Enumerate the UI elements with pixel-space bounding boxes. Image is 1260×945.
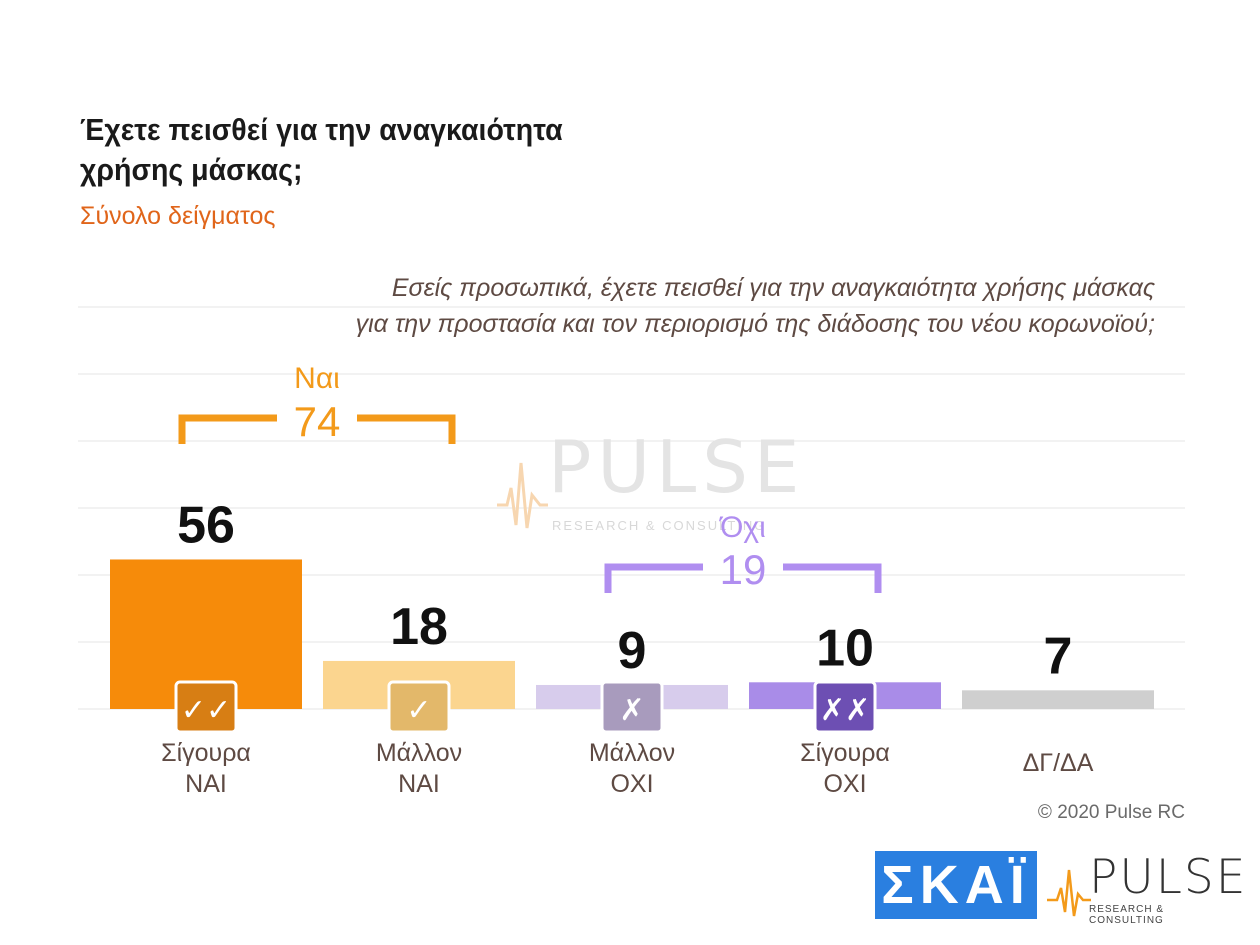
- group-bracket-1: [178, 414, 456, 444]
- skai-logo: ΣΚΑΪ: [875, 851, 1037, 919]
- double-cross-icon-glyph: ✗✗: [820, 693, 870, 728]
- double-check-icon: [174, 680, 238, 734]
- data-label: 56: [177, 496, 235, 554]
- copyright-text: © 2020 Pulse RC: [1037, 802, 1185, 823]
- pulse-logo: PULSE RESEARCH & CONSULTING: [1047, 850, 1245, 926]
- pulse-logo-sub: RESEARCH & CONSULTING: [1089, 904, 1165, 926]
- chart-subtitle: Σύνολο δείγματος: [80, 202, 276, 230]
- category-label-1: Σίγουρα ΝΑΙ: [161, 739, 251, 798]
- double-check-icon-glyph: ✓✓: [181, 693, 231, 728]
- group-value-2: 19: [720, 546, 767, 593]
- group-label-2: Όχι: [718, 511, 766, 544]
- bar-5: [962, 690, 1154, 709]
- group-label-1: Ναι: [294, 362, 340, 395]
- category-label-2: Μάλλον ΝΑΙ: [375, 739, 463, 798]
- category-label-5: ΔΓ/ΔΑ: [1022, 749, 1094, 777]
- check-icon: [387, 680, 451, 734]
- title-line-2: χρήσης μάσκας;: [80, 152, 303, 187]
- category-label-3: Μάλλον ΟΧΙ: [588, 739, 676, 798]
- pulse-wave-icon: [1047, 869, 1091, 917]
- watermark-wave: [497, 462, 548, 529]
- cross-icon: [600, 680, 664, 734]
- question-line-1: Εσείς προσωπικά, έχετε πεισθεί για την α…: [391, 274, 1155, 302]
- group-value-1: 74: [294, 398, 341, 445]
- data-label: 10: [816, 619, 874, 677]
- check-icon-glyph: ✓: [406, 693, 431, 728]
- watermark-sub: RESEARCH & CONSULTING: [552, 518, 766, 533]
- pulse-logo-word: PULSE: [1089, 850, 1248, 905]
- survey-question: Εσείς προσωπικά, έχετε πεισθεί για την α…: [255, 270, 1155, 342]
- cross-icon-glyph: ✗: [619, 693, 644, 728]
- data-label: 9: [618, 622, 647, 680]
- chart-title: Έχετε πεισθεί για την αναγκαιότητα χρήση…: [80, 110, 724, 190]
- data-label: 7: [1044, 627, 1073, 685]
- double-cross-icon: [813, 680, 877, 734]
- data-label: 18: [390, 598, 448, 656]
- category-label-4: Σίγουρα ΟΧΙ: [800, 739, 890, 798]
- question-line-2: για την προστασία και τον περιορισμό της…: [355, 310, 1155, 338]
- watermark-word: PULSE: [548, 425, 805, 509]
- group-bracket-2: [604, 563, 882, 593]
- title-line-1: Έχετε πεισθεί για την αναγκαιότητα: [80, 112, 563, 147]
